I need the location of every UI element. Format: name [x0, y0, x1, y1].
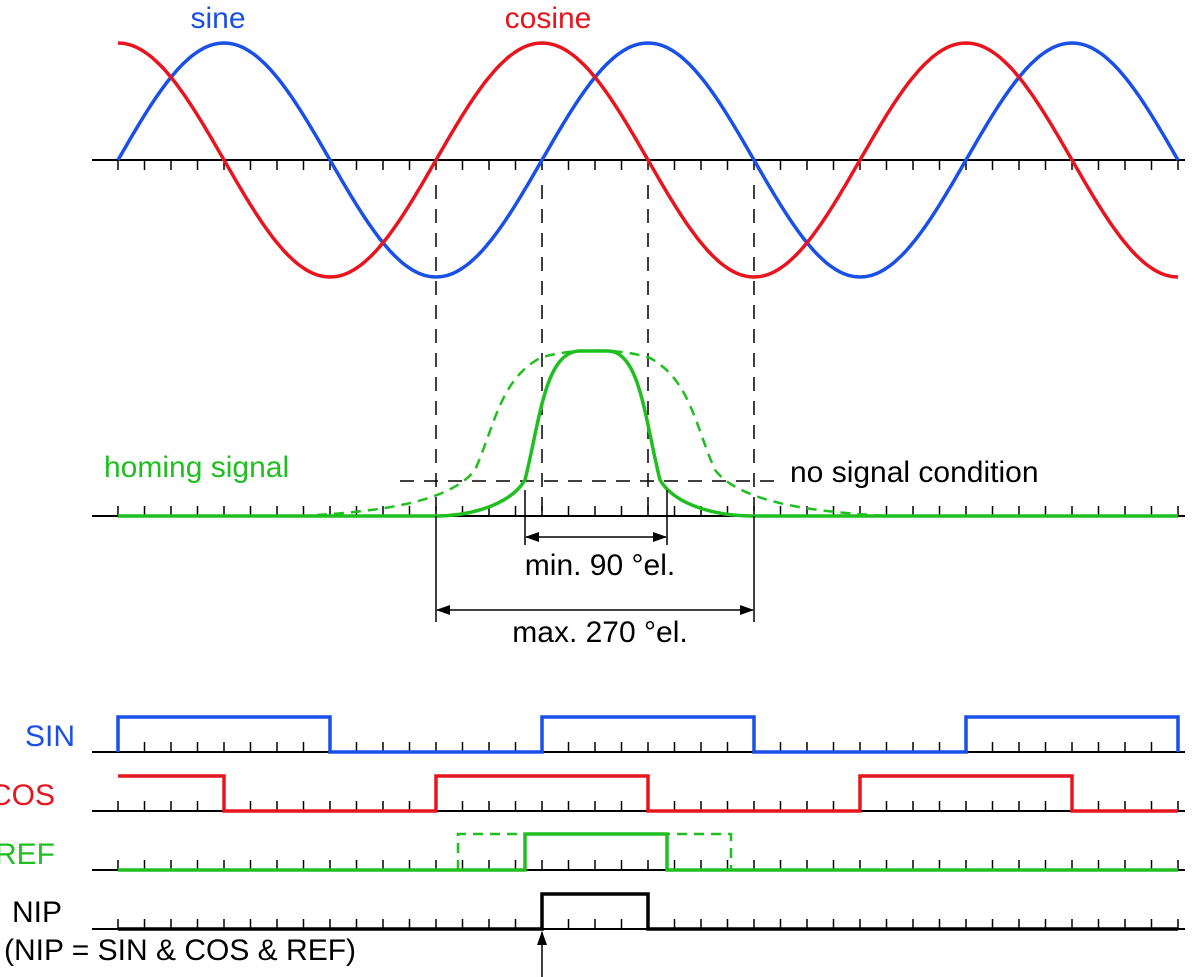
sine-label: sine [190, 2, 245, 35]
homing-signal [118, 349, 1178, 518]
sin-label: SIN [25, 720, 75, 753]
min-width-label: min. 90 °el. [525, 549, 675, 582]
nip-label: NIP [12, 896, 62, 929]
cos-label: COS [0, 779, 55, 812]
homing-wide [299, 349, 891, 518]
ticks [117, 160, 1179, 929]
threshold-label: no signal condition [790, 456, 1039, 489]
cosine-wave [117, 41, 1179, 279]
cosine-label: cosine [505, 2, 592, 35]
sine-wave [116, 41, 1180, 279]
sin-signal [116, 715, 1180, 754]
ref-label: REF [0, 838, 55, 871]
nip-formula: (NIP = SIN & COS & REF) [4, 934, 356, 967]
ref-signal [118, 832, 1178, 872]
max-width-label: max. 270 °el. [512, 616, 687, 649]
nip-signal [118, 892, 1178, 931]
cos-signal [118, 774, 1178, 813]
homing-label: homing signal [104, 451, 289, 484]
